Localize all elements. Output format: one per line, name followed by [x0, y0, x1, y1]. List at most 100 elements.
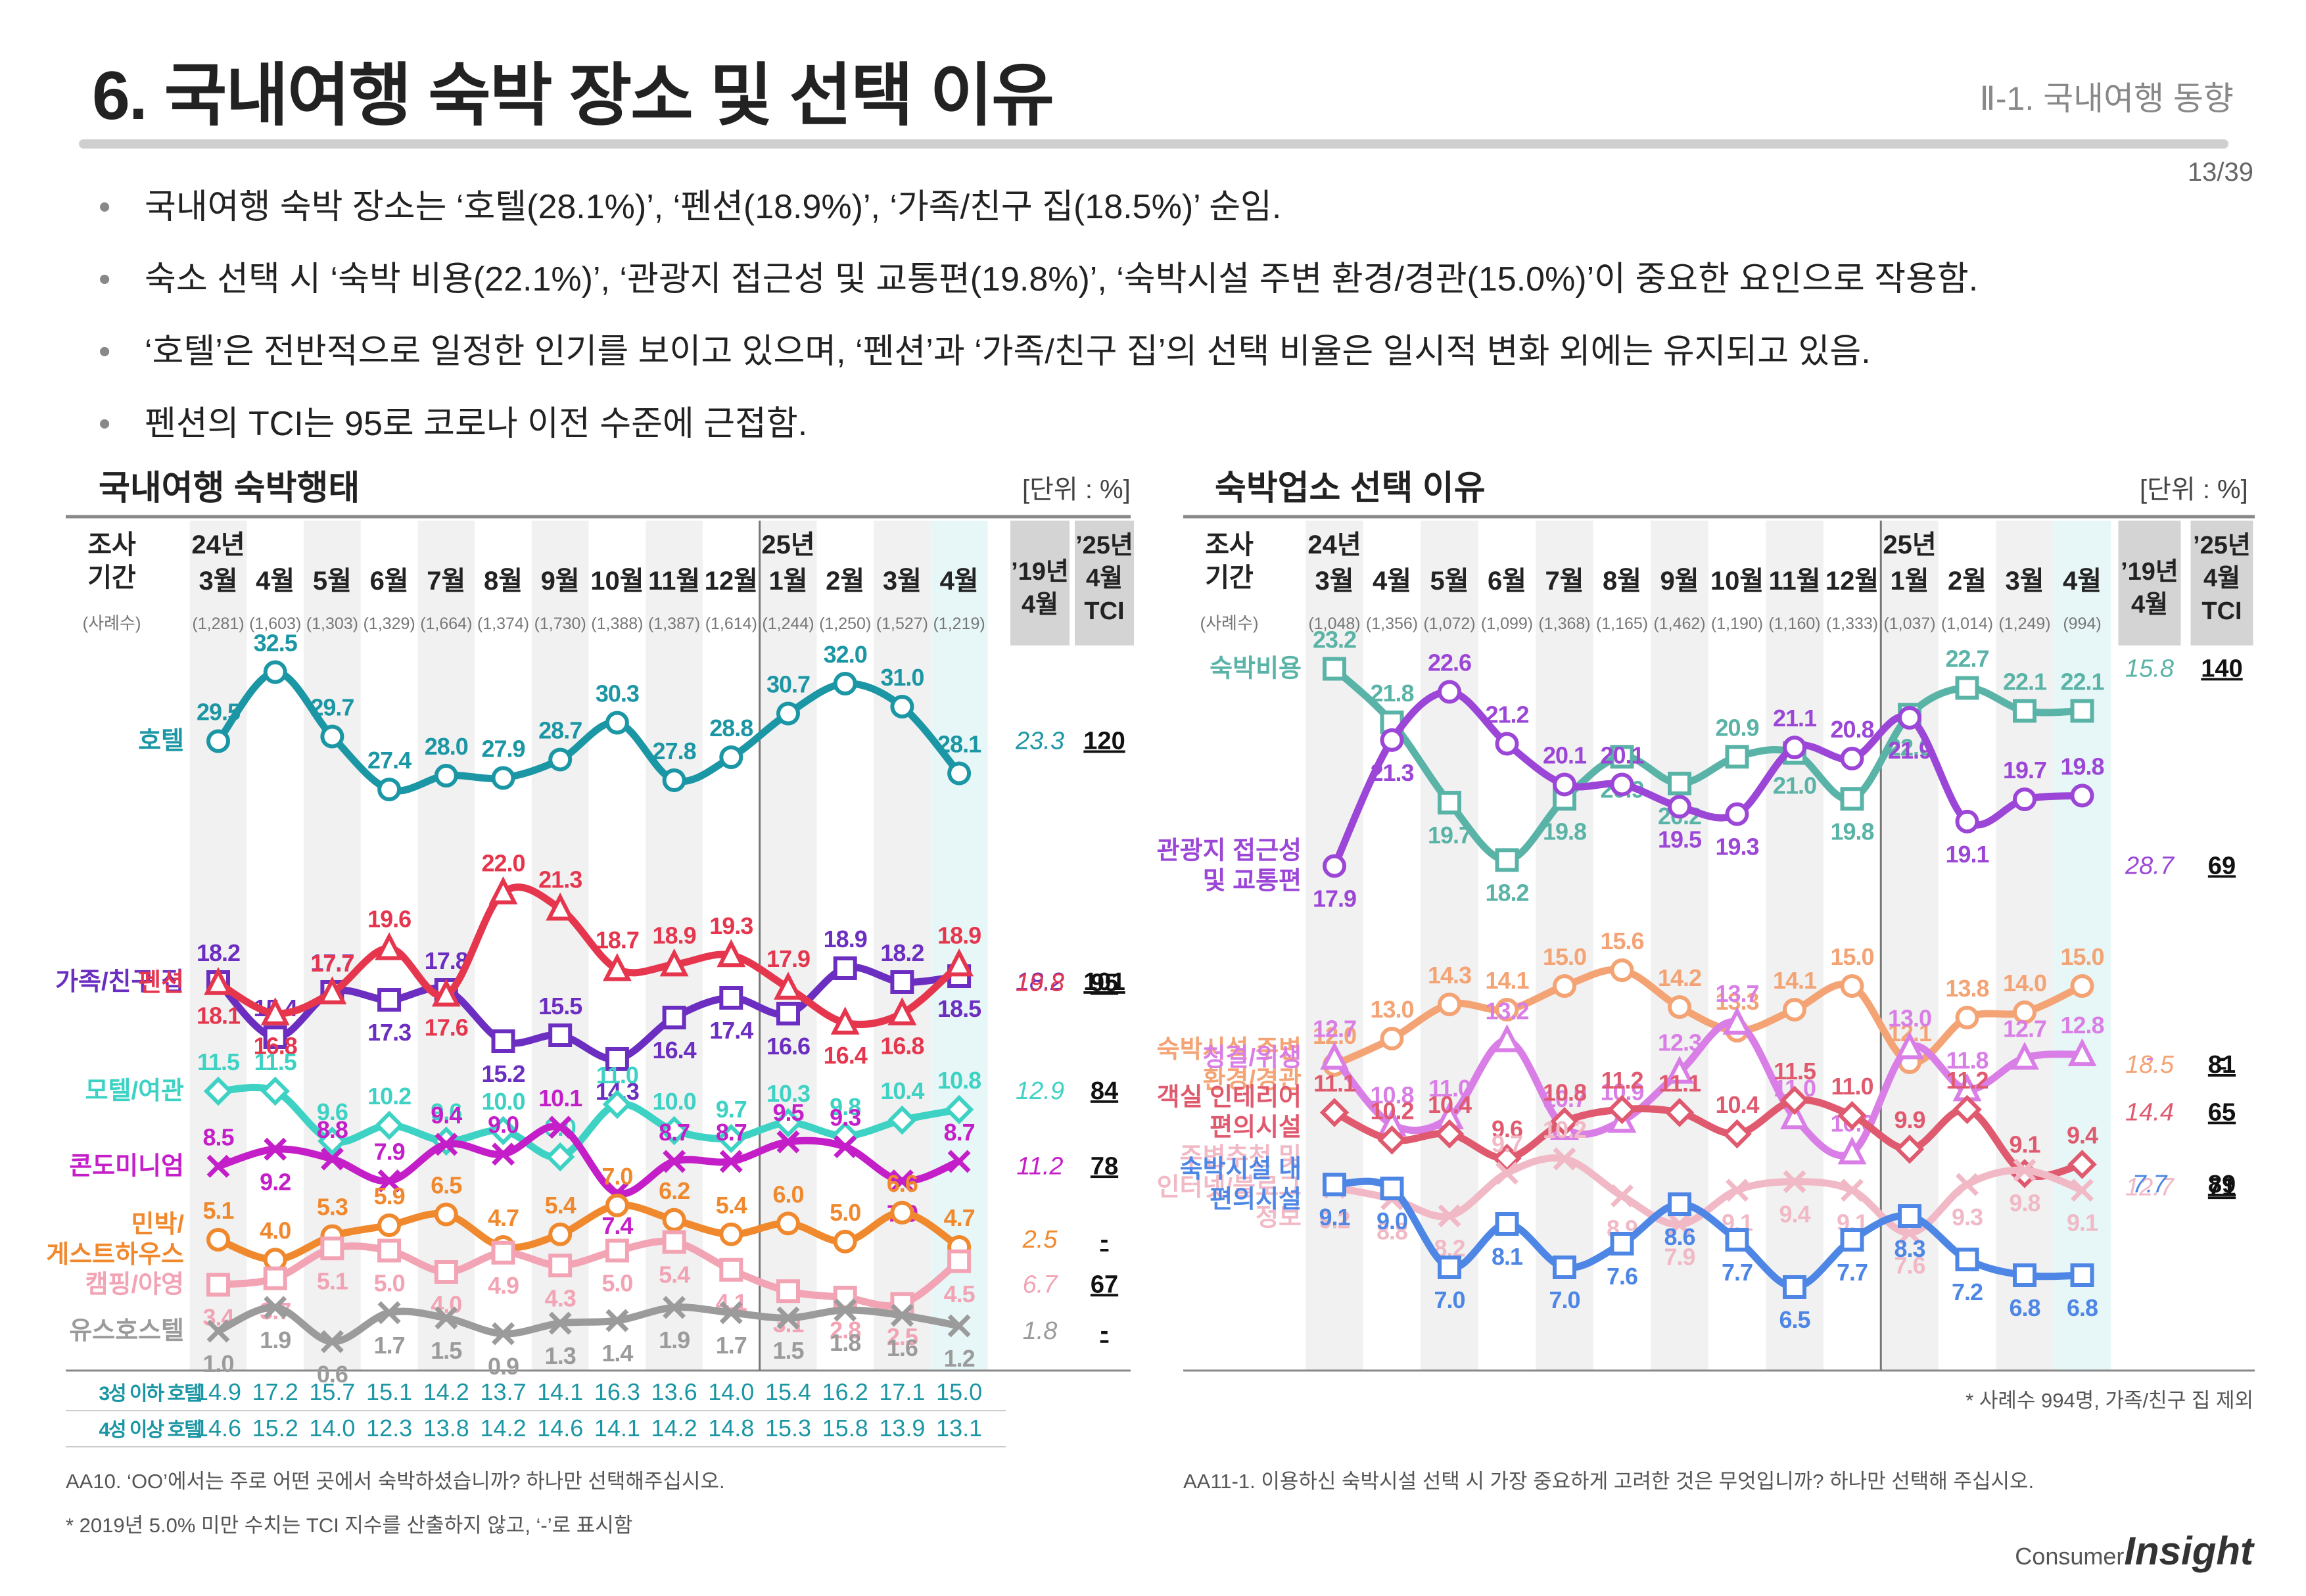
- data-label: 22.7: [1945, 645, 1988, 672]
- data-label: 5.1: [317, 1267, 348, 1294]
- sub-row-value: 13.9: [879, 1415, 925, 1442]
- month-label: 4월: [256, 567, 294, 596]
- data-label: 5.9: [374, 1183, 405, 1209]
- data-label: 10.4: [1715, 1091, 1759, 1118]
- data-point: [1783, 1275, 1806, 1299]
- period-label: 기간: [87, 563, 136, 592]
- data-label: 18.1: [197, 1002, 241, 1029]
- series-name: 관광지 접근성: [1157, 837, 1302, 864]
- data-point: [717, 939, 746, 968]
- sub-row-value: 15.0: [936, 1378, 982, 1405]
- data-point: [1380, 728, 1404, 752]
- data-label: 11.5: [254, 1048, 297, 1075]
- data-point: [834, 1298, 857, 1322]
- data-label: 11.0: [596, 1062, 638, 1089]
- data-point: [659, 948, 689, 977]
- data-label: 17.4: [709, 1017, 753, 1044]
- data-label: 1.8: [830, 1329, 860, 1356]
- sample-size-label: (1,165): [1596, 615, 1648, 633]
- data-label: 7.6: [1894, 1252, 1925, 1279]
- data-point: [260, 997, 290, 1025]
- sub-row-value: 14.6: [195, 1415, 241, 1442]
- summary-bullet: ‘호텔’은 전반적으로 일정한 인기를 보이고 있으며, ‘펜션’과 ‘가족/친…: [99, 316, 1978, 388]
- summary-bullet: 숙소 선택 시 ‘숙박 비용(22.1%)’, ‘관광지 접근성 및 교통편(1…: [99, 243, 1978, 316]
- data-point: [1495, 998, 1519, 1021]
- data-point: [1434, 1119, 1465, 1149]
- data-point: [1668, 1213, 1691, 1236]
- sub-row-name: 4성 이상 호텔: [99, 1419, 201, 1441]
- data-label: 27.9: [481, 736, 525, 763]
- data-point: [833, 956, 857, 980]
- tci-value: 84: [1091, 1077, 1118, 1105]
- sample-size-label: (1,048): [1308, 615, 1360, 633]
- series-name: 숙박시설 주변: [1157, 1036, 1302, 1064]
- data-label: 8.8: [317, 1116, 348, 1143]
- data-label: 10.4: [880, 1077, 924, 1104]
- data-label: 8.7: [944, 1119, 975, 1146]
- data-label: 22.1: [2003, 668, 2047, 695]
- data-point: [1726, 1179, 1749, 1202]
- sample-size-label: (1,244): [762, 615, 814, 633]
- column-shade: [1421, 521, 1478, 1371]
- year-label: 25년: [761, 530, 814, 559]
- data-point: [434, 1260, 458, 1284]
- data-point: [1783, 1170, 1806, 1194]
- data-point: [1549, 1107, 1580, 1137]
- data-label: 19.3: [1715, 833, 1758, 860]
- tci-value: 65: [2208, 1099, 2236, 1127]
- data-label: 30.3: [596, 680, 639, 707]
- sub-row-value: 15.7: [309, 1378, 355, 1405]
- sample-size-label: (1,099): [1481, 615, 1533, 633]
- series-6: 3.4 3.75.1 5.04.04.9 4.35.0 5.44.13.1 2.8 2.54…: [85, 1230, 1118, 1350]
- tci-value: 101: [1083, 968, 1125, 996]
- data-label: 15.0: [2060, 943, 2104, 970]
- series-name: 콘도미니엄: [69, 1152, 184, 1180]
- data-label: 21.0: [1773, 772, 1816, 799]
- col-2019-label: 4월: [2131, 591, 2168, 619]
- summary-bullet: 국내여행 숙박 장소는 ‘호텔(28.1%)’, ‘펜션(18.9%)’, ‘가…: [99, 171, 1978, 243]
- column-shade: [874, 521, 931, 1371]
- data-label: 1.7: [374, 1332, 405, 1359]
- data-label: 27.8: [653, 738, 696, 764]
- col-2019-header: [1010, 521, 1070, 645]
- data-label: 10.8: [1543, 1079, 1586, 1106]
- data-point: [263, 1266, 287, 1290]
- sample-size-label: (1,603): [249, 615, 301, 633]
- month-label: 9월: [1660, 567, 1699, 596]
- data-point: [605, 1047, 629, 1071]
- data-point: [662, 1208, 686, 1232]
- data-label: 28.0: [425, 733, 468, 760]
- data-label: 16.8: [254, 1033, 297, 1060]
- data-point: [377, 778, 402, 801]
- data-point: [263, 660, 287, 684]
- month-label: 2월: [1948, 567, 1987, 596]
- data-label: 12.3: [1658, 1029, 1701, 1056]
- data-label: 10.8: [937, 1067, 981, 1094]
- data-label: 9.1: [2009, 1131, 2040, 1158]
- data-point: [264, 1137, 287, 1161]
- sample-size-label: (1,303): [306, 615, 358, 633]
- sub-row-value: 17.2: [252, 1378, 298, 1405]
- data-label: 9.5: [772, 1099, 804, 1126]
- year-label: 24년: [1307, 530, 1361, 559]
- series-name: 펜션: [138, 970, 184, 997]
- data-label: 5.1: [202, 1197, 234, 1224]
- series-line: [1330, 1018, 2086, 1160]
- summary-bullets: 국내여행 숙박 장소는 ‘호텔(28.1%)’, ‘펜션(18.9%)’, ‘가…: [99, 171, 1978, 460]
- data-point: [1668, 1192, 1691, 1216]
- month-label: 7월: [1545, 567, 1584, 596]
- data-point: [264, 1296, 287, 1319]
- data-point: [1607, 1094, 1637, 1125]
- data-label: 2.8: [830, 1317, 860, 1344]
- series-line: [214, 1123, 963, 1198]
- data-label: 17.9: [766, 945, 810, 972]
- data-point: [1492, 1024, 1522, 1052]
- tci-value: -: [1100, 1226, 1109, 1254]
- data-label: 7.2: [1952, 1279, 1983, 1305]
- data-label: 8.1: [1492, 1243, 1523, 1270]
- data-label: 16.4: [824, 1042, 868, 1069]
- data-point: [548, 1115, 572, 1139]
- data-label: 1.6: [887, 1334, 918, 1361]
- tci-value: 120: [1083, 728, 1125, 755]
- series-7: 1.0 1.9 0.6 1.7 1.5 0.9 1.3 1.4 1.9 1.7 1.5 1.8 1.6 1…: [69, 1296, 1108, 1388]
